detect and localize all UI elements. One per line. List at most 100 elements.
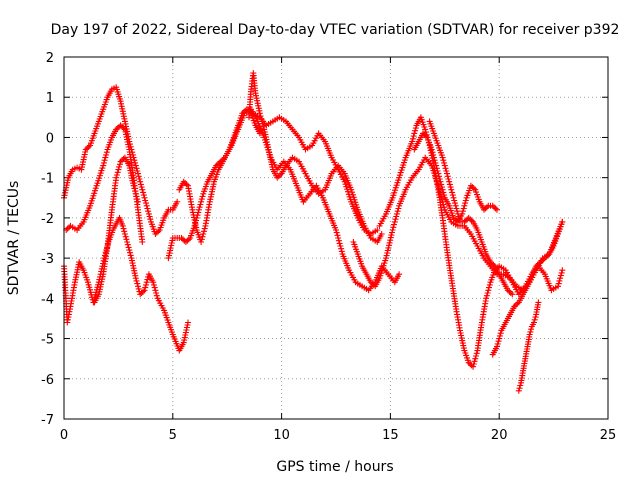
data-point xyxy=(444,170,450,177)
data-point xyxy=(558,269,565,276)
data-point xyxy=(409,138,416,145)
data-point xyxy=(555,283,561,290)
data-point xyxy=(458,332,465,339)
data-point xyxy=(139,186,146,193)
data-point xyxy=(101,157,108,164)
data-point xyxy=(143,281,149,288)
data-point xyxy=(454,208,461,215)
data-point xyxy=(199,233,206,240)
data-point xyxy=(144,276,151,283)
data-point xyxy=(516,385,523,392)
data-point xyxy=(473,350,480,357)
data-point xyxy=(559,267,566,274)
data-point xyxy=(103,149,110,156)
data-point xyxy=(487,259,494,266)
series-10 xyxy=(376,114,566,370)
data-point xyxy=(131,185,138,192)
data-point xyxy=(174,198,181,205)
data-point xyxy=(536,260,543,267)
data-point xyxy=(140,189,147,196)
data-point xyxy=(439,186,446,193)
data-point xyxy=(100,162,107,169)
data-point xyxy=(435,170,442,177)
data-point xyxy=(126,247,133,254)
data-point xyxy=(153,290,160,296)
data-point xyxy=(387,237,394,244)
data-point xyxy=(461,218,468,225)
data-point xyxy=(121,228,128,235)
data-point xyxy=(155,228,162,235)
data-point xyxy=(433,162,440,169)
data-point xyxy=(135,285,142,292)
series-14 xyxy=(515,299,542,394)
data-point xyxy=(512,302,519,308)
data-point xyxy=(114,125,121,132)
data-point xyxy=(91,190,98,197)
series-11 xyxy=(411,130,500,225)
data-point xyxy=(486,281,493,288)
data-point xyxy=(385,244,392,251)
data-point xyxy=(153,292,160,299)
data-point xyxy=(137,181,144,188)
data-point xyxy=(81,154,88,161)
data-point xyxy=(152,287,159,294)
data-point xyxy=(336,240,343,247)
data-point xyxy=(391,189,398,196)
grid-lines xyxy=(64,57,608,419)
data-point xyxy=(132,188,139,195)
data-point xyxy=(531,319,537,326)
data-point xyxy=(526,331,533,338)
data-point xyxy=(433,165,440,172)
data-point xyxy=(115,166,122,173)
data-point xyxy=(473,353,479,359)
data-point xyxy=(485,287,492,294)
data-point xyxy=(446,178,453,185)
data-point xyxy=(139,239,146,245)
data-point xyxy=(470,363,477,370)
x-tick-label: 10 xyxy=(273,428,290,443)
data-point xyxy=(254,97,261,104)
data-point xyxy=(490,261,497,268)
data-point xyxy=(127,170,134,177)
data-point xyxy=(533,263,540,270)
data-point xyxy=(146,213,153,220)
data-point xyxy=(430,154,437,161)
data-point xyxy=(116,163,123,170)
data-point xyxy=(396,172,403,179)
data-point xyxy=(200,231,207,237)
data-point xyxy=(439,154,446,161)
data-point xyxy=(486,284,492,291)
data-point xyxy=(467,216,474,223)
data-point xyxy=(472,355,479,362)
data-point xyxy=(389,227,396,233)
data-point xyxy=(84,279,91,286)
data-point xyxy=(494,343,500,350)
data-point xyxy=(440,189,447,196)
data-point xyxy=(391,218,398,225)
data-point xyxy=(528,326,535,333)
data-point xyxy=(180,236,186,243)
data-point xyxy=(380,262,387,269)
y-tick-label: 2 xyxy=(46,51,54,66)
data-point xyxy=(447,184,454,191)
data-point xyxy=(492,205,499,212)
data-point xyxy=(201,228,207,235)
data-point xyxy=(393,210,400,217)
data-point xyxy=(132,275,139,282)
data-point xyxy=(141,287,148,294)
data-point xyxy=(462,197,469,204)
data-point xyxy=(456,216,463,223)
data-point xyxy=(432,159,439,166)
data-point xyxy=(132,190,139,197)
x-tick-label: 15 xyxy=(382,428,399,443)
data-point xyxy=(484,290,491,296)
data-point xyxy=(483,292,490,299)
y-tick-label: -7 xyxy=(41,413,54,428)
data-point xyxy=(124,241,131,248)
data-point xyxy=(145,210,152,217)
data-point xyxy=(441,192,448,199)
data-point xyxy=(515,387,522,394)
data-point xyxy=(150,281,157,288)
data-point xyxy=(430,151,437,158)
